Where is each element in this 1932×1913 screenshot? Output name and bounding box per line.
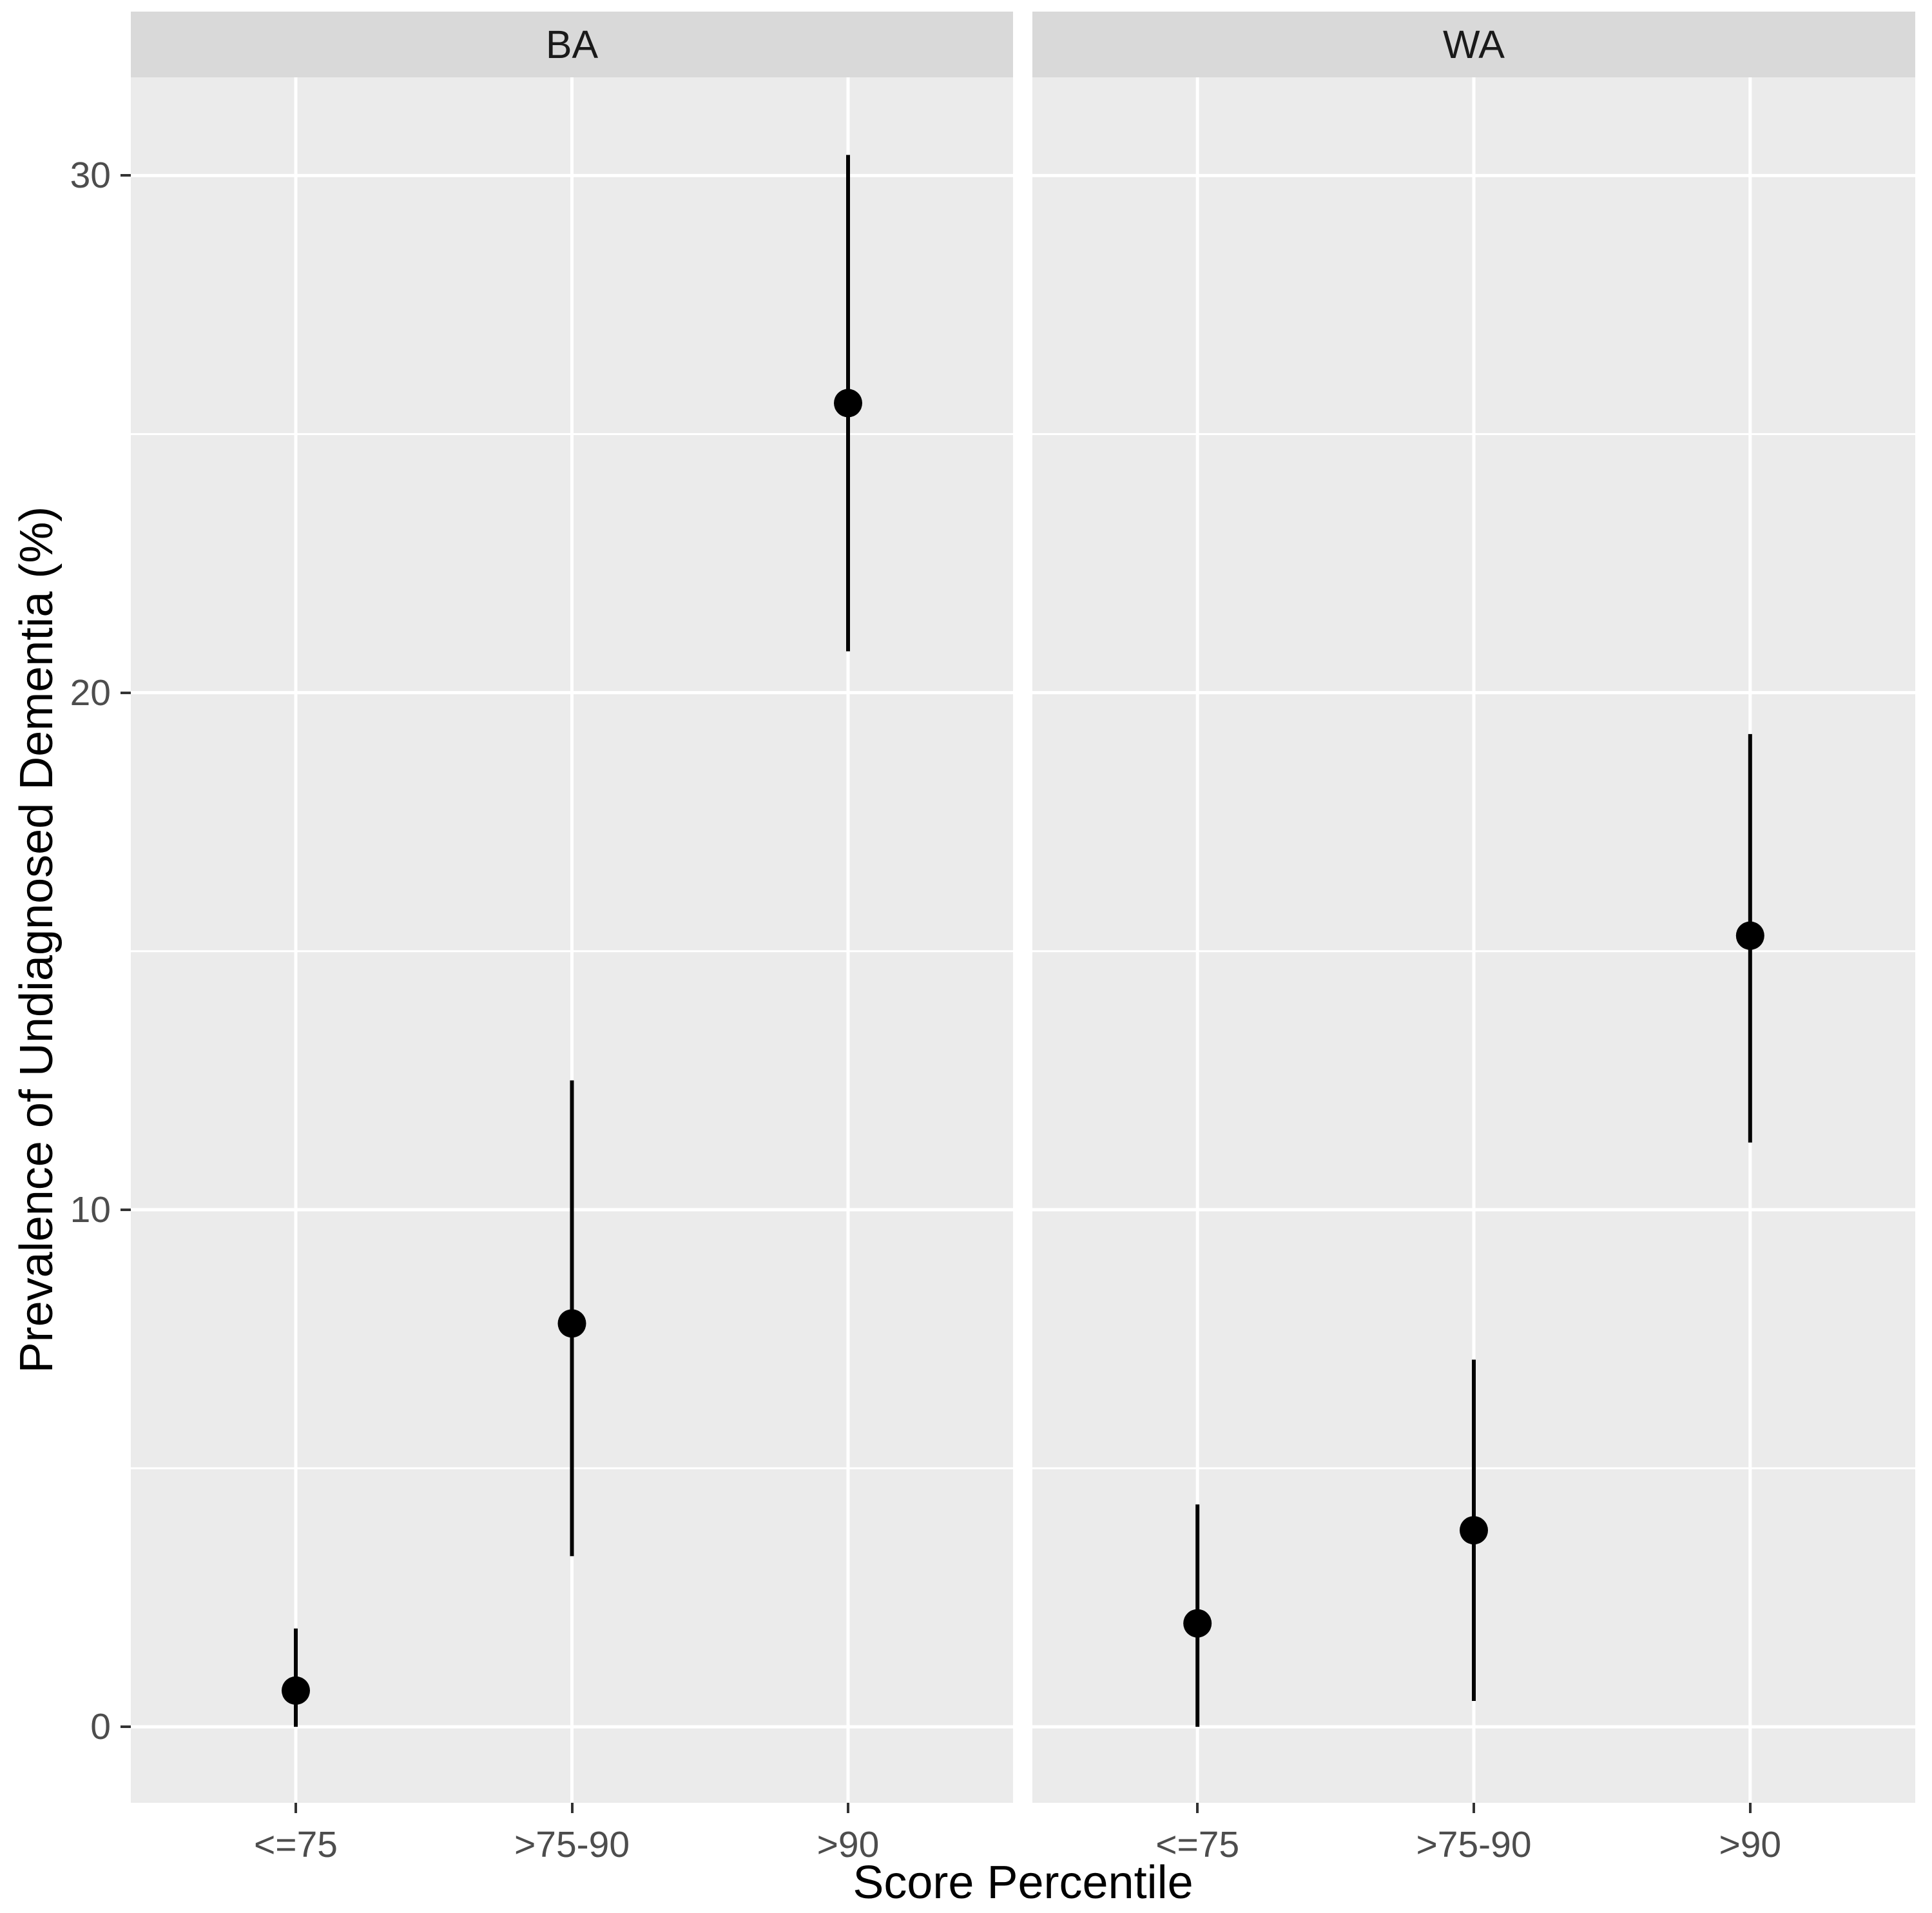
- point-marker: [1460, 1516, 1488, 1545]
- y-tick-mark: [121, 1725, 131, 1729]
- facet-strip-wa: WA: [1032, 12, 1915, 77]
- x-tick-mark: [1473, 1803, 1475, 1813]
- panel-svg: [131, 77, 1013, 1803]
- x-tick-mark: [1196, 1803, 1199, 1813]
- point-marker: [282, 1676, 311, 1705]
- x-tick-label: >75-90: [514, 1824, 630, 1865]
- x-tick-label: >90: [816, 1824, 880, 1865]
- x-tick-label: <=75: [1155, 1824, 1240, 1865]
- point-marker: [557, 1309, 586, 1338]
- y-axis-title: Prevalence of Undiagnosed Dementia (%): [11, 506, 63, 1374]
- y-tick-mark: [121, 174, 131, 177]
- x-tick-mark: [295, 1803, 297, 1813]
- point-marker: [1183, 1609, 1212, 1638]
- plot-panel-wa: [1032, 77, 1915, 1803]
- y-tick-mark: [121, 1208, 131, 1211]
- x-tick-label: >90: [1719, 1824, 1782, 1865]
- y-tick-label: 0: [90, 1706, 111, 1748]
- x-axis-title: Score Percentile: [853, 1857, 1193, 1908]
- y-tick-mark: [121, 691, 131, 694]
- y-tick-label: 10: [70, 1189, 111, 1230]
- x-tick-mark: [846, 1803, 849, 1813]
- point-marker: [833, 389, 862, 418]
- facet-strip-label-ba: BA: [545, 23, 599, 66]
- panel-svg: [1032, 77, 1915, 1803]
- plot-panel-ba: [131, 77, 1013, 1803]
- y-tick-label: 20: [70, 672, 111, 714]
- facet-strip-ba: BA: [131, 12, 1013, 77]
- x-tick-label: >75-90: [1416, 1824, 1532, 1865]
- y-tick-label: 30: [70, 155, 111, 197]
- x-tick-mark: [570, 1803, 574, 1813]
- x-tick-mark: [1748, 1803, 1752, 1813]
- facet-strip-label-wa: WA: [1443, 23, 1505, 66]
- point-marker: [1735, 921, 1764, 950]
- x-tick-label: <=75: [254, 1824, 338, 1865]
